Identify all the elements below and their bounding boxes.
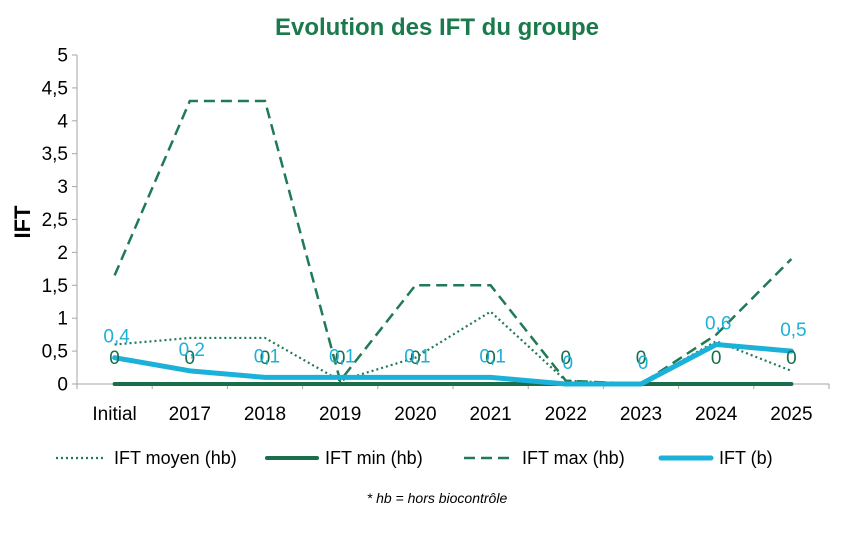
- data-label-ift-min: 0: [109, 348, 120, 369]
- data-label-ift-min: 0: [185, 348, 196, 369]
- y-tick-label: 2: [57, 243, 68, 264]
- data-label-ift-b: 0,1: [329, 346, 355, 367]
- data-label-ift-min: 0: [410, 348, 421, 369]
- x-tick-label: 2022: [545, 404, 587, 425]
- x-tick-label: 2020: [394, 404, 436, 425]
- data-label-ift-b: 0,1: [479, 346, 505, 367]
- x-tick-label: 2021: [469, 404, 511, 425]
- chart-title: Evolution des IFT du groupe: [275, 14, 599, 41]
- y-tick-label: 5: [57, 46, 68, 67]
- data-label-ift-b: 0,6: [705, 314, 731, 335]
- data-label-ift-min: 0: [636, 348, 647, 369]
- y-tick-label: 3,5: [42, 144, 68, 165]
- y-tick-label: 3: [57, 177, 68, 198]
- data-label-ift-b: 0: [638, 353, 649, 374]
- y-tick-label: 1: [57, 309, 68, 330]
- data-label-ift-min: 0: [485, 348, 496, 369]
- x-tick-label: 2019: [319, 404, 361, 425]
- data-label-ift-b: 0,2: [179, 340, 205, 361]
- y-tick-label: 4: [57, 111, 68, 132]
- x-tick-label: 2018: [244, 404, 286, 425]
- x-tick-label: 2024: [695, 404, 738, 425]
- legend-label: IFT (b): [719, 448, 773, 468]
- axes: 0 0,5 1 1,5 2 2,5 3 3,5 4 4,5 5 Initial 2017 2018 2019…: [42, 46, 830, 425]
- x-tick-label: 2017: [169, 404, 211, 425]
- y-axis-label: IFT: [10, 205, 35, 239]
- x-tick-label: Initial: [92, 404, 136, 425]
- series-line-ift-max-hb: [113, 99, 793, 386]
- footnote: * hb = hors biocontrôle: [367, 490, 508, 506]
- legend-label: IFT moyen (hb): [114, 448, 237, 468]
- series-group: [112, 99, 794, 387]
- data-label-ift-min: 0: [260, 348, 271, 369]
- data-label-ift-b: 0,1: [404, 346, 430, 367]
- data-label-ift-b: 0,1: [254, 346, 280, 367]
- data-label-ift-b: 0,4: [103, 327, 130, 348]
- x-tick-label: 2025: [770, 404, 812, 425]
- y-tick-label: 0: [57, 375, 68, 396]
- data-label-ift-min: 0: [786, 348, 797, 369]
- y-tick-label: 1,5: [42, 276, 68, 297]
- y-tick-label: 0,5: [42, 342, 68, 363]
- series-line-ift-b: [112, 342, 794, 387]
- data-label-ift-b: 0: [563, 353, 574, 374]
- data-label-ift-min: 0: [711, 348, 722, 369]
- data-label-ift-min: 0: [335, 348, 346, 369]
- y-tick-label: 4,5: [42, 78, 68, 99]
- x-tick-label: 2023: [620, 404, 662, 425]
- y-tick-label: 2,5: [42, 210, 68, 231]
- data-label-ift-b: 0,5: [780, 320, 806, 341]
- legend-label: IFT min (hb): [325, 448, 423, 468]
- data-labels: 0 0 0 0 0 0 0 0 0 00,40,2 0,1 0,1 0,1 0,1 0 00,6 0,5: [103, 314, 806, 374]
- legend: IFT moyen (hb) IFT min (hb) IFT max (hb) IF…: [56, 448, 773, 468]
- data-label-ift-min: 0: [561, 348, 572, 369]
- legend-label: IFT max (hb): [522, 448, 625, 468]
